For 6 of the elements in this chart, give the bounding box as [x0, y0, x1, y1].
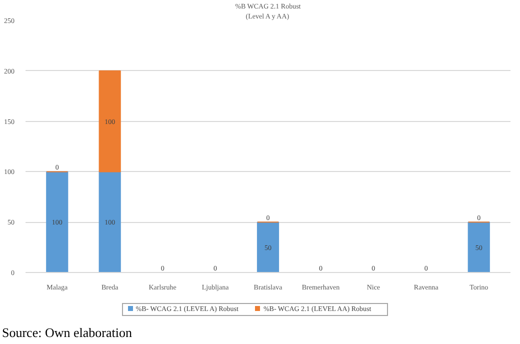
bar: [468, 222, 490, 272]
bar: [98, 70, 121, 172]
bar: [256, 222, 280, 272]
source-note: Source: Own elaboration: [2, 325, 132, 341]
bar: [46, 171, 68, 272]
bar: [98, 171, 121, 272]
